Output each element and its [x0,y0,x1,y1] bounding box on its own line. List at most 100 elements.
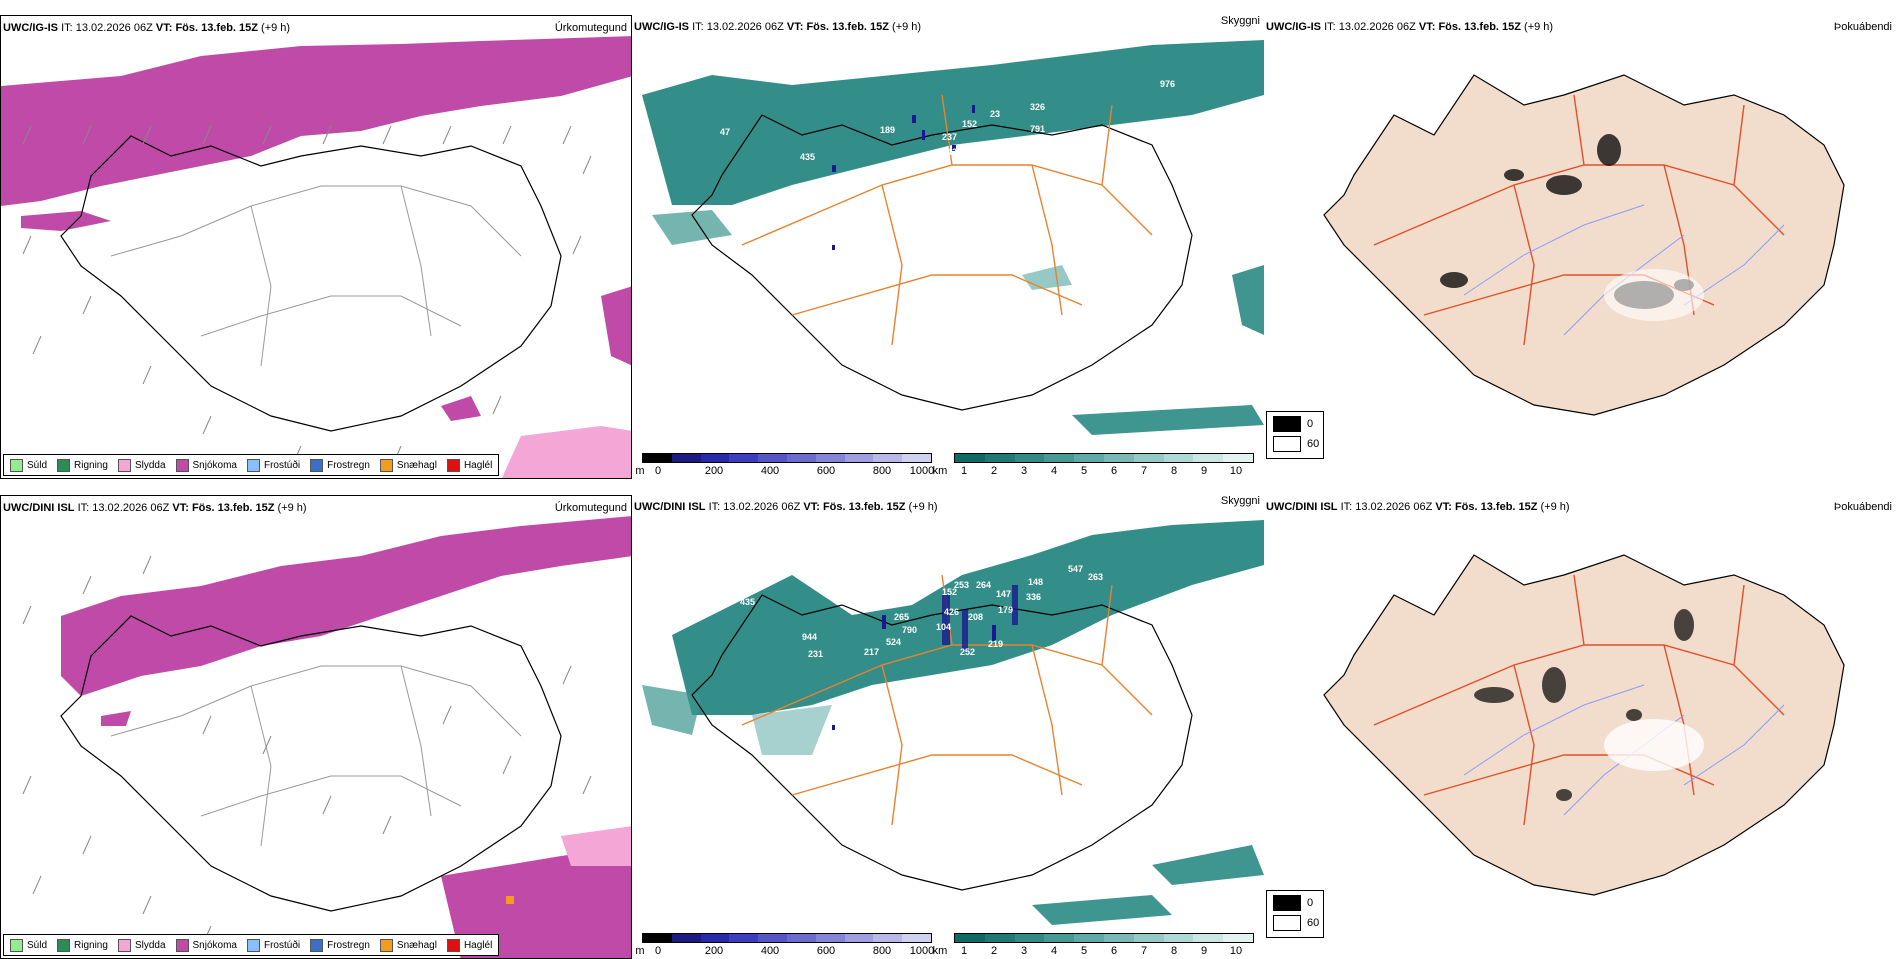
vt-label: VT: [172,502,189,514]
colorbar-tick: 200 [704,945,724,957]
colorbar-bar [642,933,932,943]
ceiling-label: 104 [936,622,951,632]
fog-map [1323,74,1845,416]
colorbar-tick: 400 [760,945,780,957]
vt-value: Fös. 13.feb. 15Z [806,21,889,33]
fog-patches [1474,609,1694,801]
colorbar-tick: 3 [1020,465,1028,477]
colorbar-visibility: km 1 2 3 4 5 6 7 8 9 10 [933,453,1254,477]
snow-area [441,846,631,958]
it-label: IT: [61,22,73,34]
ceiling-label: 343 [942,147,957,157]
snow-area [61,516,631,696]
glacier-white [1604,269,1704,321]
ceiling-label: 263 [1088,572,1103,582]
precip-map [1,36,631,478]
road-network [1373,94,1785,346]
ceiling-label: 944 [802,632,817,642]
model-name: UWC/DINI ISL [1266,501,1338,513]
model-name: UWC/DINI ISL [634,501,706,513]
panel-header: UWC/IG-IS IT: 13.02.2026 06Z VT: Fös. 13… [1266,21,1894,35]
legend-item: Snjókoma [175,458,237,472]
cloud-panel-row2: UWC/DINI ISL IT: 13.02.2026 06Z VT: Fös.… [632,495,1264,959]
model-name: UWC/DINI ISL [3,502,75,514]
legend-item: Frostúði [246,458,300,472]
snow-area [21,211,111,231]
panel-title: Úrkomutegund [554,502,627,514]
vt-value: Fös. 13.feb. 15Z [1454,501,1538,513]
cloud-map: 99 435 944 231 217 524 265 790 152 253 2… [642,520,1264,925]
cloud-area [642,40,1264,205]
glacier-white [1604,719,1704,771]
panel-title: Þokuábendi [1833,21,1892,33]
ceiling-label: 47 [720,127,730,137]
road-network [741,574,1153,826]
ceiling-label: 336 [1026,592,1041,602]
colorbar-bar [954,453,1254,463]
colorbar-tick: 10 [1229,945,1243,957]
road-network [110,665,522,847]
vt-value: Fös. 13.feb. 15Z [1438,21,1521,33]
ceiling-label: 435 [800,152,815,162]
colorbar-tick: 2 [990,945,998,957]
it-value: 13.02.2026 06Z [1355,501,1433,513]
colorbar-unit: m [635,465,645,477]
iceland-land [1323,74,1845,416]
it-value: 13.02.2026 06Z [1338,21,1416,33]
fog-legend-item: 60 [1273,915,1323,931]
ceiling-label: 435 [740,597,755,607]
colorbar-tick: 4 [1050,945,1058,957]
ceiling-labels: 47 435 188 189 237 343 152 23 326 791 97… [720,79,1175,199]
precip-map [22,516,631,958]
colorbar-tick: 9 [1200,945,1208,957]
lead-time: (+9 h) [908,501,938,513]
ceiling-label: 265 [894,612,909,622]
model-name: UWC/IG-IS [634,21,689,33]
colorbar-tick: 0 [654,945,662,957]
panel-title: Úrkomutegund [554,22,627,34]
ceiling-label: 253 [954,580,969,590]
cloud-map: 47 435 188 189 237 343 152 23 326 791 97… [642,40,1264,435]
colorbar-tick: 1 [960,945,968,957]
hail-spot [506,896,514,904]
cloud-area [1022,265,1072,290]
panel-header: UWC/DINI ISL IT: 13.02.2026 06Z VT: Fös.… [3,502,629,516]
it-label: IT: [1340,501,1353,513]
road-network [741,94,1153,346]
sleet-area [501,426,631,478]
iceland-land [1323,554,1845,896]
ceiling-label: 152 [942,587,957,597]
snow-area [1,36,631,206]
panel-header: UWC/IG-IS IT: 13.02.2026 06Z VT: Fös. 13… [634,15,1262,35]
colorbar-tick: 6 [1110,465,1118,477]
wind-barbs [22,125,592,465]
vt-label: VT: [786,21,804,33]
legend-item: Snæhagl [379,458,437,472]
cloud-area [1032,895,1172,925]
fog-legend-item: 60 [1273,436,1323,452]
lead-time: (+9 h) [277,502,307,514]
it-value: 13.02.2026 06Z [706,21,784,33]
fog-legend: 0 60 [1266,890,1324,938]
precip-legend: Súld Rigning Slydda Snjókoma Frostúði Fr… [3,934,500,956]
ceiling-label: 524 [886,637,901,647]
panel-header: UWC/DINI ISL IT: 13.02.2026 06Z VT: Fös.… [634,495,1262,515]
snow-area [601,286,631,366]
colorbar-tick: 8 [1170,465,1178,477]
colorbar-unit: km [932,465,948,477]
mountain-dots [832,585,1018,730]
ceiling-label: 217 [864,647,879,657]
lead-time: (+9 h) [261,22,291,34]
legend-item: Haglél [446,458,492,472]
cloud-area [1152,845,1264,885]
it-value: 13.02.2026 06Z [723,501,801,513]
ceiling-label: 152 [962,119,977,129]
ceiling-label: 790 [902,625,917,635]
it-label: IT: [1324,21,1336,33]
it-label: IT: [708,501,721,513]
fog-panel-row1: UWC/IG-IS IT: 13.02.2026 06Z VT: Fös. 13… [1264,15,1896,479]
legend-item: Slydda [117,458,166,472]
colorbar-tick: 3 [1020,945,1028,957]
it-value: 13.02.2026 06Z [75,22,153,34]
panel-header: UWC/DINI ISL IT: 13.02.2026 06Z VT: Fös.… [1266,501,1894,515]
